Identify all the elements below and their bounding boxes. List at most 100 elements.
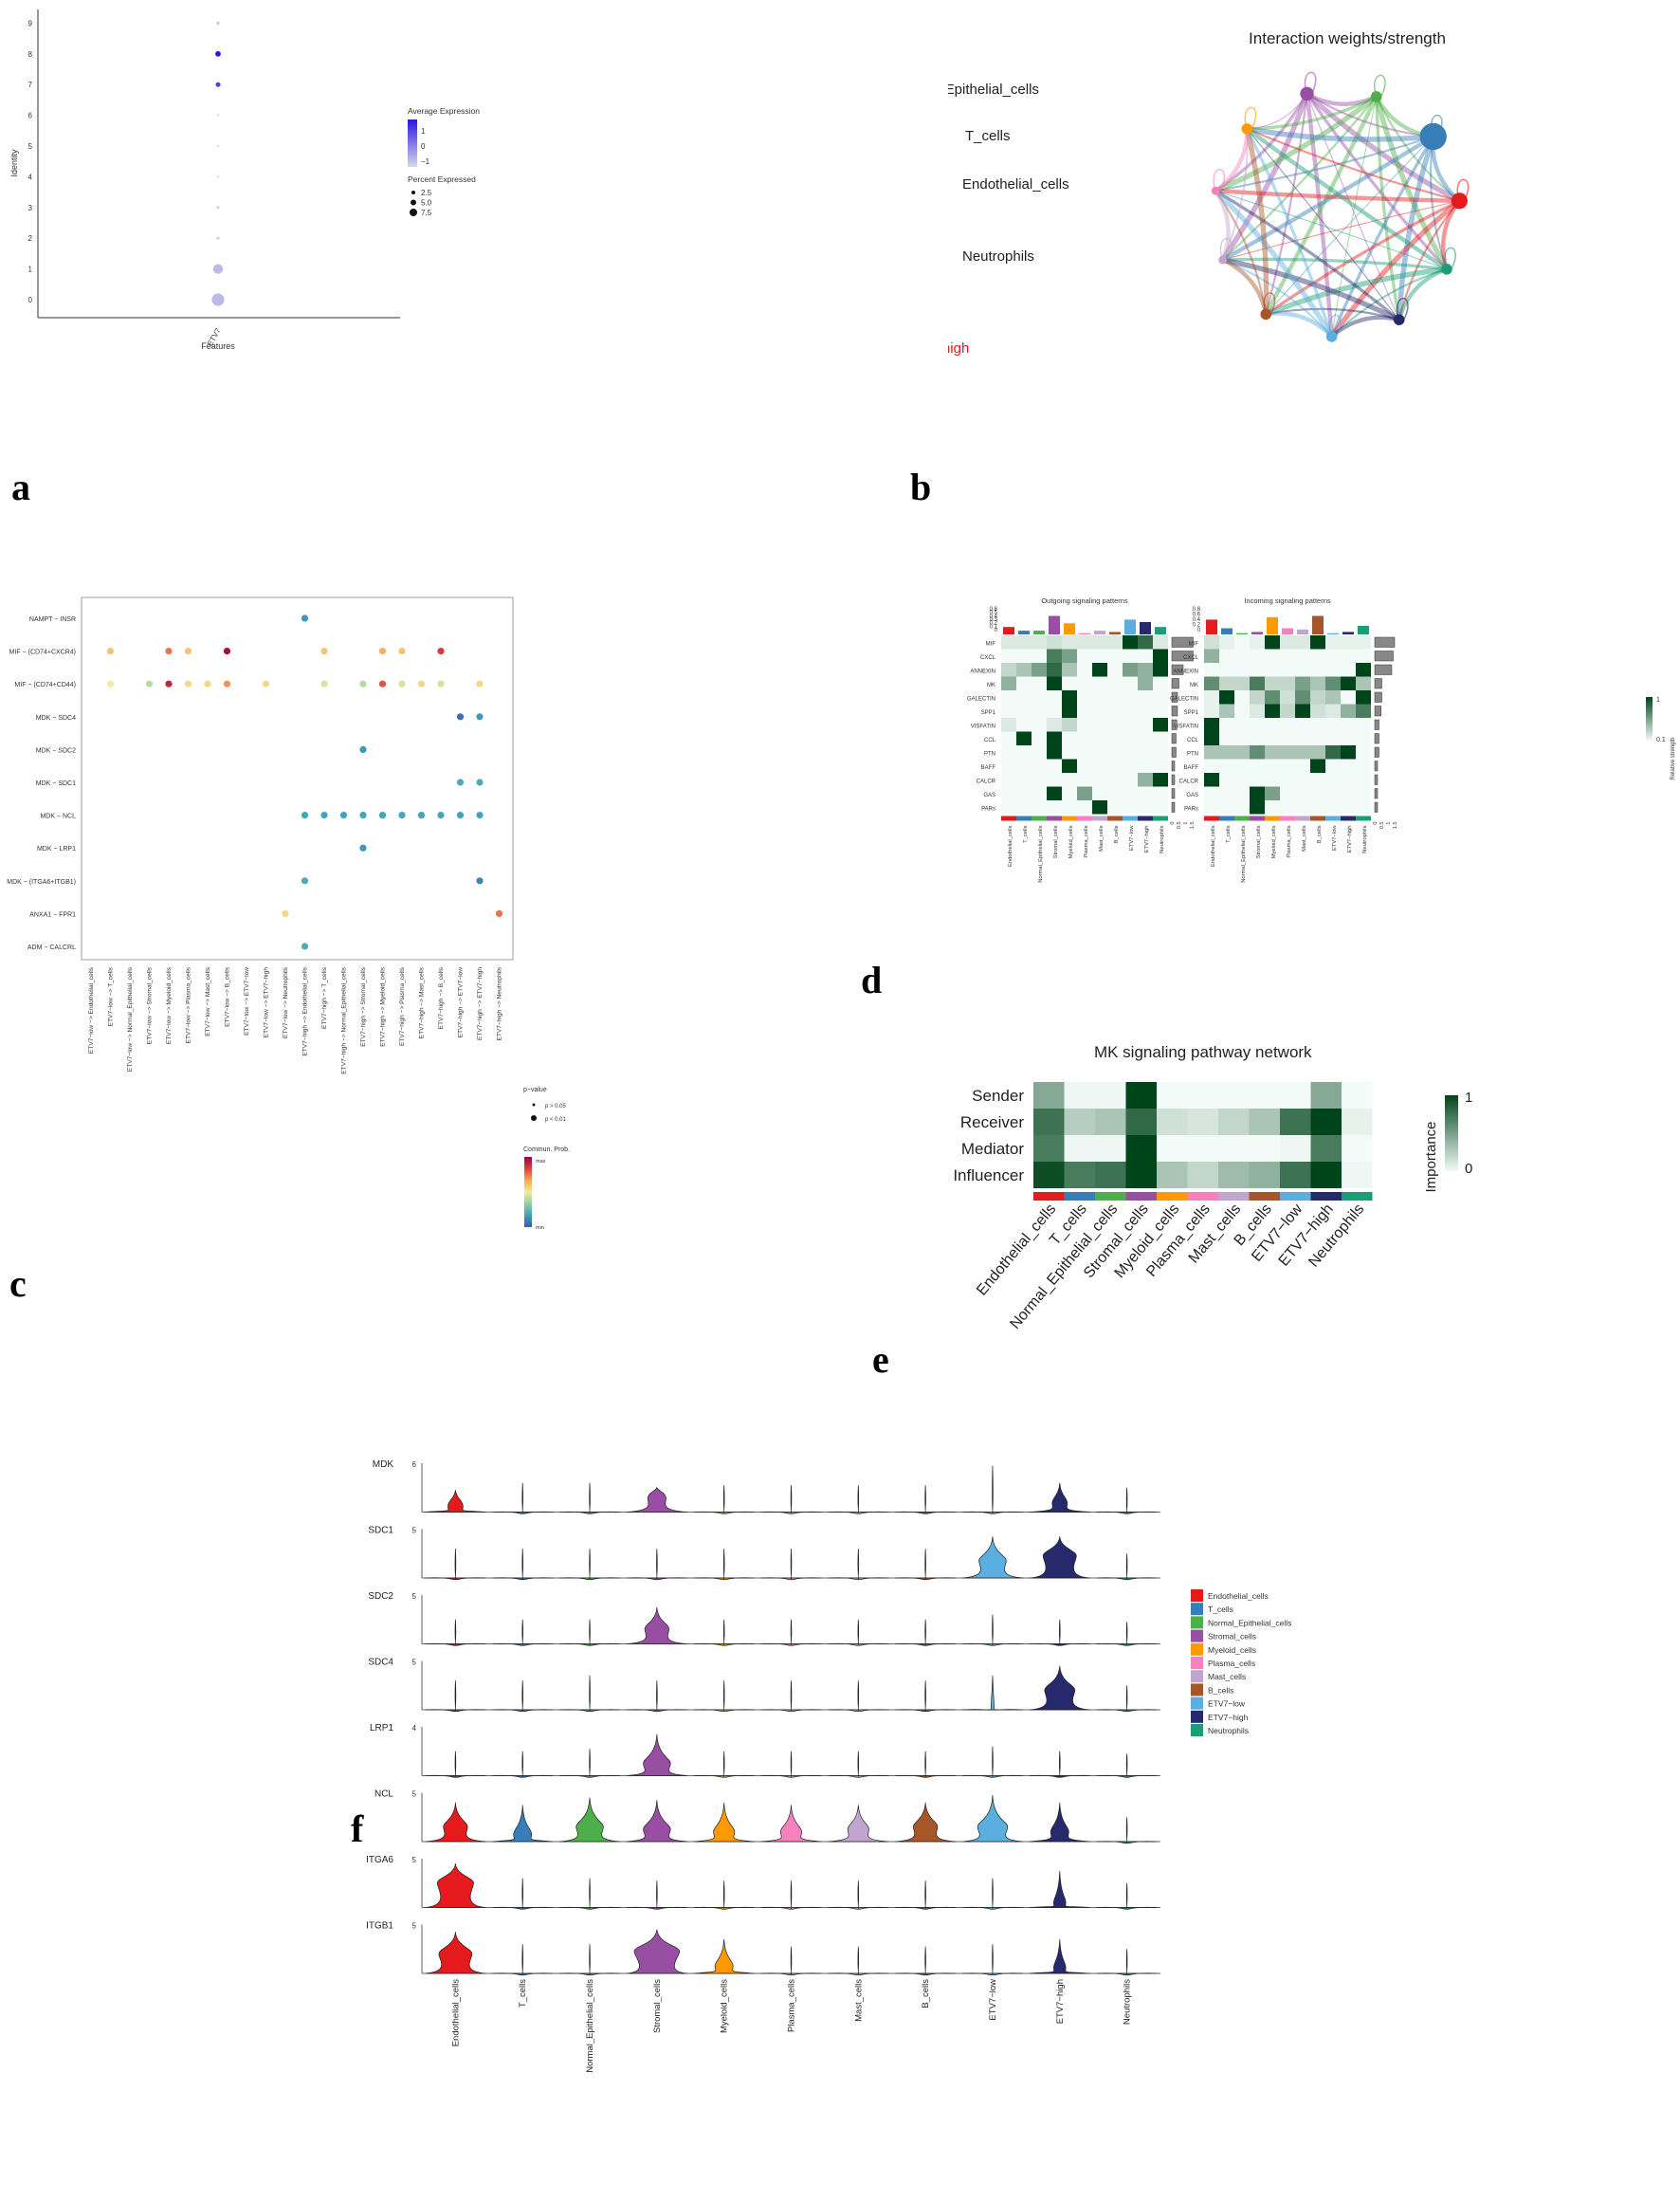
violin-NCL-ETV7−high	[1029, 1802, 1090, 1843]
bubble	[223, 680, 231, 688]
in-row-bar	[1374, 691, 1382, 703]
violin-SDC1-ETV7−low	[962, 1536, 1023, 1579]
violin-ITGA6-Stromal_cells	[626, 1880, 687, 1910]
out-col-label: T_cells	[1023, 825, 1029, 842]
edge	[1214, 189, 1334, 339]
out-cell	[1123, 731, 1138, 745]
edge	[1375, 96, 1461, 202]
in-cell	[1325, 759, 1341, 773]
gene-label: SDC2	[368, 1591, 393, 1602]
out-cell	[1032, 759, 1047, 773]
in-col-strip	[1341, 816, 1356, 821]
edge	[1265, 93, 1308, 315]
in-cell	[1356, 663, 1371, 677]
in-cell	[1280, 786, 1295, 800]
in-cell	[1250, 745, 1265, 760]
bubble	[301, 812, 309, 819]
in-side-axis-label: 1.5	[1393, 822, 1398, 830]
out-cell	[1107, 676, 1123, 690]
out-cell	[1092, 759, 1107, 773]
col-label: ETV7−high −> T_cells	[321, 966, 328, 1029]
violin-MDK-Normal_Epithelial_cells	[559, 1482, 620, 1514]
in-cell	[1325, 786, 1341, 800]
in-cell	[1310, 759, 1325, 773]
out-cell	[1016, 676, 1032, 690]
self-loop	[1431, 114, 1443, 138]
cell	[1064, 1135, 1095, 1162]
out-cell	[1077, 745, 1092, 760]
out-cell	[1001, 773, 1016, 787]
panel-d-heatmaps: Outgoing signaling patterns0.60.50.40.30…	[967, 596, 1676, 883]
violin-ITGB1-ETV7−low	[962, 1944, 1023, 1976]
legend-color-bar	[408, 119, 417, 167]
in-cell	[1280, 649, 1295, 663]
bubble	[456, 812, 465, 819]
edge	[1330, 136, 1435, 338]
legend-swatch	[1191, 1629, 1203, 1642]
in-cell	[1265, 649, 1280, 663]
violin-MDK-Myeloid_cells	[693, 1485, 755, 1514]
col-label: ETV7−low −> Neutrophils	[283, 966, 289, 1038]
in-cell	[1219, 773, 1234, 787]
bubble	[476, 680, 484, 688]
legend-p-big-label: p < 0.01	[545, 1117, 567, 1123]
edge	[1246, 126, 1433, 142]
violin-SDC4-T_cells	[492, 1680, 554, 1713]
in-cell	[1325, 676, 1341, 690]
col-strip	[1095, 1192, 1126, 1201]
out-cell	[1016, 690, 1032, 705]
row-label: MDK − SDC1	[36, 780, 76, 787]
in-cell	[1204, 676, 1219, 690]
out-cell	[1107, 773, 1123, 787]
out-col-strip	[1123, 816, 1138, 821]
out-cell	[1001, 676, 1016, 690]
edge	[1215, 189, 1460, 204]
in-col-label: T_cells	[1226, 825, 1232, 842]
bubble	[437, 812, 445, 819]
in-cell	[1356, 786, 1371, 800]
out-row-bar	[1171, 664, 1184, 675]
in-col-bar	[1297, 629, 1308, 634]
out-cell	[1047, 704, 1062, 718]
out-col-strip	[1062, 816, 1077, 821]
in-cell	[1234, 635, 1250, 650]
out-cell	[1092, 745, 1107, 760]
in-cell	[1310, 731, 1325, 745]
violin-ITGA6-Neutrophils	[1096, 1882, 1158, 1910]
in-cell	[1250, 704, 1265, 718]
out-row-bar	[1171, 651, 1194, 662]
in-col-label: ETV7−low	[1332, 825, 1338, 851]
out-col-bar	[1003, 627, 1014, 634]
out-cell	[1062, 786, 1077, 800]
bubble	[359, 844, 367, 852]
in-title: Incoming signaling patterns	[1244, 596, 1331, 605]
out-row-label: BAFF	[981, 765, 996, 771]
dot-4	[216, 175, 220, 178]
in-row-bar	[1374, 733, 1379, 744]
violin-NCL-Myeloid_cells	[693, 1802, 755, 1843]
in-row-label: GALECTIN	[1170, 696, 1198, 702]
cell	[1249, 1082, 1280, 1109]
out-cell	[1153, 690, 1168, 705]
in-cell	[1310, 786, 1325, 800]
legend-max: 1	[1656, 697, 1660, 704]
legend-size-dot	[410, 209, 417, 216]
out-row-label: MIF	[986, 641, 996, 647]
out-cell	[1032, 663, 1047, 677]
in-cell	[1356, 635, 1371, 650]
in-col-bar	[1251, 632, 1263, 634]
in-row-bar	[1374, 636, 1396, 648]
in-cell	[1250, 800, 1265, 815]
violin-ITGB1-Normal_Epithelial_cells	[559, 1944, 620, 1976]
cell	[1310, 1082, 1342, 1109]
violin-SDC1-Mast_cells	[828, 1549, 889, 1581]
out-cell	[1032, 718, 1047, 732]
gene-label: LRP1	[370, 1723, 393, 1733]
in-cell	[1219, 731, 1234, 745]
violin-LRP1-Normal_Epithelial_cells	[559, 1749, 620, 1778]
violin-LRP1-Stromal_cells	[626, 1733, 687, 1776]
cell	[1280, 1162, 1311, 1188]
in-cell	[1219, 704, 1234, 718]
category-label: Neutrophils	[1123, 1979, 1133, 2025]
in-cell	[1295, 663, 1310, 677]
